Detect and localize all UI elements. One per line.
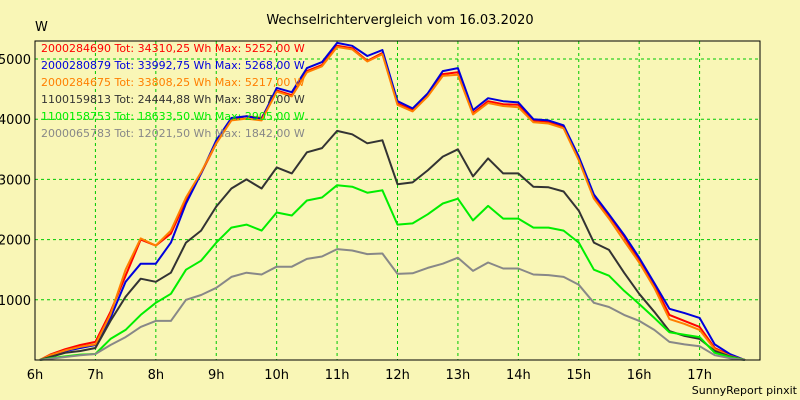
x-tick-label: 7h (87, 368, 104, 383)
x-tick-label: 10h (264, 368, 289, 383)
legend-entry-1100159813: 1100159813 Tot: 24444,88 Wh Max: 3807,00… (41, 93, 305, 106)
plot-border (34, 40, 761, 361)
x-tick-label: 13h (446, 368, 471, 383)
x-tick-label: 6h (27, 368, 44, 383)
x-tick-label: 14h (506, 368, 531, 383)
x-tick-label: 16h (627, 368, 652, 383)
legend-entry-1100158753: 1100158753 Tot: 18633,50 Wh Max: 2905,00… (41, 110, 305, 123)
y-axis-label: W (35, 20, 48, 35)
series-line-1100159813 (39, 129, 746, 361)
legend-entry-2000284690: 2000284690 Tot: 34310,25 Wh Max: 5252,00… (41, 42, 305, 55)
legend-entry-2000284675: 2000284675 Tot: 33808,25 Wh Max: 5217,00… (41, 76, 305, 89)
y-tick-label: 1000 (0, 294, 31, 309)
axes: 6h 7h 8h 9h 10h 11h 12h 13h 14h 15h 16h 17h 1000 2000… (0, 53, 712, 383)
series-line-1100158753 (39, 184, 746, 361)
x-tick-label: 12h (385, 368, 410, 383)
y-tick-label: 5000 (0, 53, 31, 68)
legend-entry-2000065783: 2000065783 Tot: 12021,50 Wh Max: 1842,00… (41, 127, 305, 140)
series-line-2000280879 (39, 41, 746, 361)
series-layer (39, 41, 746, 361)
x-tick-label: 11h (325, 368, 350, 383)
y-tick-label: 3000 (0, 173, 31, 188)
x-tick-label: 15h (566, 368, 591, 383)
x-tick-label: 9h (208, 368, 225, 383)
x-tick-label: 8h (148, 368, 165, 383)
legend-entry-2000280879: 2000280879 Tot: 33992,75 Wh Max: 5268,00… (41, 59, 305, 72)
grid (35, 41, 760, 360)
series-line-2000284675 (39, 46, 746, 361)
y-tick-label: 2000 (0, 234, 31, 249)
footer-credit: SunnyReport pinxit (692, 384, 798, 397)
y-tick-label: 4000 (0, 113, 31, 128)
x-tick-label: 17h (687, 368, 712, 383)
chart-title: Wechselrichtervergleich vom 16.03.2020 (266, 13, 533, 28)
series-line-2000065783 (39, 248, 746, 361)
legend: 2000284690 Tot: 34310,25 Wh Max: 5252,00… (41, 42, 305, 140)
